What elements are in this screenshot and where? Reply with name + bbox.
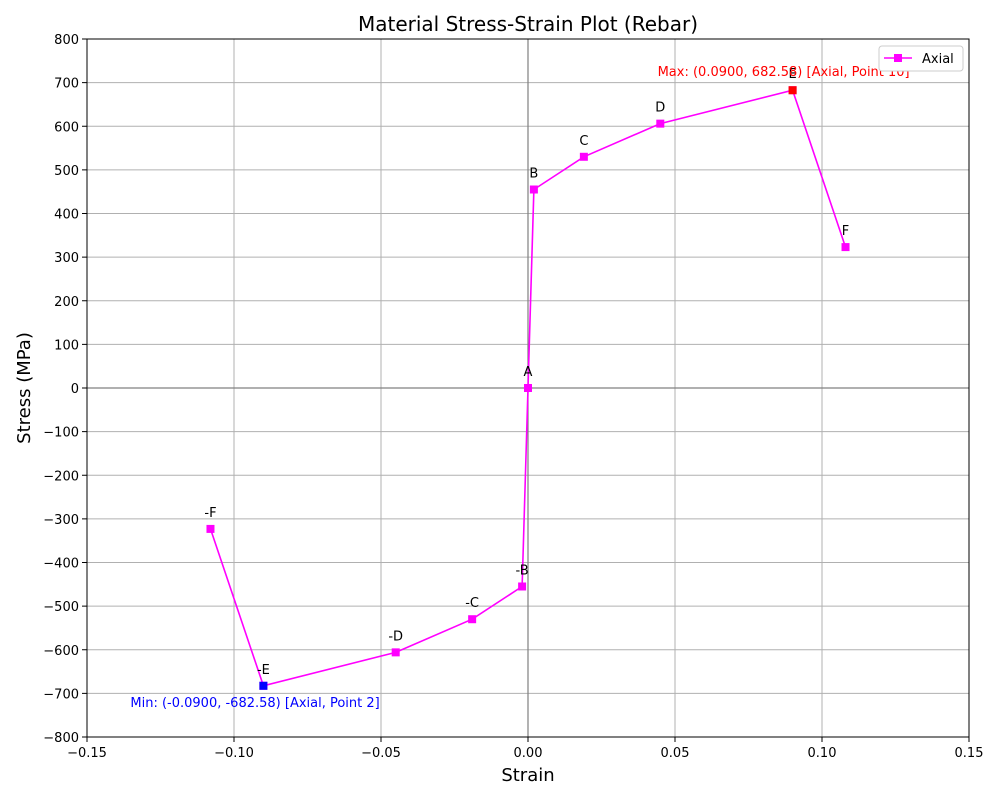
max-annotation: Max: (0.0900, 682.58) [Axial, Point 10] xyxy=(658,65,910,80)
x-tick-label: −0.15 xyxy=(67,746,107,761)
axis-ticks: −0.15 −0.10 −0.05 0.00 0.05 0.10 0.15 −800 −700 −… xyxy=(43,33,983,761)
point-label: -F xyxy=(204,506,216,521)
y-tick-label: −400 xyxy=(43,557,79,572)
y-tick-label: −800 xyxy=(43,731,79,746)
data-point xyxy=(841,243,850,252)
y-tick-label: −100 xyxy=(43,426,79,441)
data-point xyxy=(524,384,532,392)
legend: Axial xyxy=(878,45,964,72)
data-point xyxy=(518,582,527,591)
point-label: -E xyxy=(257,663,270,678)
data-point xyxy=(579,152,588,161)
x-tick-label: −0.10 xyxy=(214,746,254,761)
y-tick-label: 100 xyxy=(54,338,79,353)
point-label: B xyxy=(529,167,538,182)
y-tick-label: 200 xyxy=(54,295,79,310)
min-annotation: Min: (-0.0900, -682.58) [Axial, Point 2] xyxy=(130,696,379,711)
data-point xyxy=(391,648,400,657)
chart-title: Material Stress-Strain Plot (Rebar) xyxy=(358,12,698,36)
x-tick-label: 0.00 xyxy=(514,746,543,761)
point-label: -C xyxy=(465,596,479,611)
x-axis-label: Strain xyxy=(501,765,554,786)
y-tick-label: −300 xyxy=(43,513,79,528)
x-tick-label: 0.10 xyxy=(808,746,837,761)
y-tick-label: 700 xyxy=(54,77,79,92)
point-label: -D xyxy=(388,629,403,644)
point-label: A xyxy=(524,365,533,380)
point-label: F xyxy=(842,224,849,239)
y-tick-label: 600 xyxy=(54,120,79,135)
max-point-marker xyxy=(788,86,797,95)
point-label: -B xyxy=(516,563,529,578)
point-label: C xyxy=(579,134,588,149)
y-tick-label: 0 xyxy=(71,382,79,397)
y-tick-label: −200 xyxy=(43,469,79,484)
y-axis-label: Stress (MPa) xyxy=(14,332,35,444)
point-label: E xyxy=(788,67,796,82)
y-tick-label: −600 xyxy=(43,644,79,659)
data-point xyxy=(468,615,477,624)
data-point xyxy=(656,119,665,128)
annotations: Max: (0.0900, 682.58) [Axial, Point 10] M… xyxy=(130,65,909,711)
data-point xyxy=(206,524,215,533)
y-tick-label: 400 xyxy=(54,208,79,223)
legend-box xyxy=(878,45,964,72)
point-labels: -F -E -D -C -B A B C D E F xyxy=(204,67,849,678)
x-tick-label: 0.15 xyxy=(955,746,984,761)
y-tick-label: 300 xyxy=(54,251,79,266)
x-tick-label: −0.05 xyxy=(361,746,401,761)
legend-marker xyxy=(894,54,902,62)
data-point xyxy=(529,185,538,194)
point-label: D xyxy=(655,101,665,116)
legend-label-axial: Axial xyxy=(922,52,954,67)
y-tick-label: 800 xyxy=(54,33,79,48)
y-tick-label: 500 xyxy=(54,164,79,179)
y-tick-label: −500 xyxy=(43,600,79,615)
y-tick-label: −700 xyxy=(43,687,79,702)
min-point-marker xyxy=(259,681,268,690)
x-tick-label: 0.05 xyxy=(661,746,690,761)
